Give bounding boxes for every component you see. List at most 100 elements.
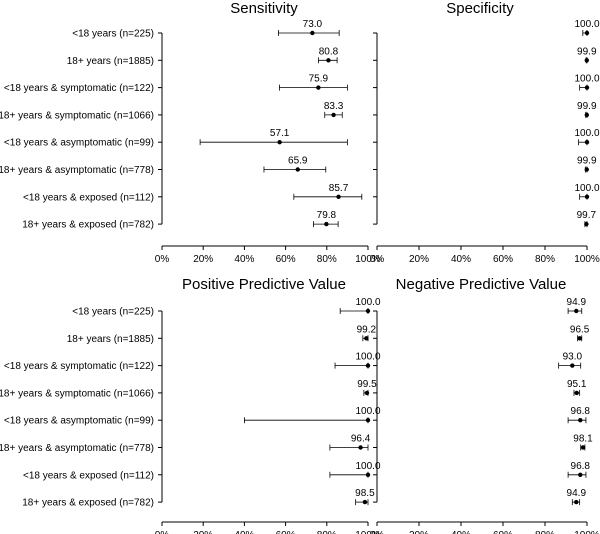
point-estimate bbox=[358, 445, 363, 450]
point-estimate bbox=[324, 221, 329, 227]
point-estimate bbox=[577, 336, 582, 341]
data-label: 80.8 bbox=[319, 46, 339, 57]
data-label: 100.0 bbox=[574, 183, 599, 194]
specificity-panel: Specificity 0% 20% 40% 60% 80% 100% 100.0 99.9 1… bbox=[370, 0, 600, 265]
data-label: 65.9 bbox=[288, 156, 308, 167]
sensitivity-x-tick-label: 0% bbox=[155, 254, 170, 265]
point-estimate bbox=[584, 30, 590, 36]
data-label: 99.9 bbox=[577, 101, 597, 112]
data-label: 98.5 bbox=[355, 488, 375, 499]
npv-x-tick-label: 20% bbox=[409, 530, 429, 534]
data-label: 100.0 bbox=[355, 297, 380, 308]
row-label: <18 years & symptomatic (n=122) bbox=[4, 83, 154, 94]
data-label: 57.1 bbox=[270, 128, 290, 139]
row-label: <18 years & exposed (n=112) bbox=[23, 192, 154, 203]
row-label: <18 years & asymptomatic (n=99) bbox=[4, 138, 154, 149]
npv-panel: Negative Predictive Value 0% 20% 40% 60% 80%… bbox=[370, 276, 600, 534]
point-estimate bbox=[584, 140, 590, 145]
point-estimate bbox=[584, 194, 590, 199]
row-label: <18 years & symptomatic (n=122) bbox=[4, 361, 154, 372]
npv-x-tick-label: 100% bbox=[574, 530, 600, 534]
specificity-x-tick-label: 40% bbox=[451, 254, 471, 265]
data-label: 95.1 bbox=[567, 379, 587, 390]
point-estimate bbox=[364, 390, 370, 396]
data-label: 100.0 bbox=[355, 352, 380, 363]
data-label: 99.7 bbox=[577, 210, 597, 221]
data-label: 96.4 bbox=[351, 434, 371, 445]
specificity-x-tick-label: 20% bbox=[409, 254, 429, 265]
data-label: 73.0 bbox=[303, 19, 323, 30]
data-label: 94.9 bbox=[567, 488, 587, 499]
point-estimate bbox=[584, 85, 590, 90]
specificity-title: Specificity bbox=[446, 0, 514, 17]
ppv-x-tick-label: 20% bbox=[193, 530, 213, 534]
point-estimate bbox=[326, 58, 331, 63]
data-label: 100.0 bbox=[574, 74, 599, 85]
point-estimate bbox=[580, 445, 586, 450]
point-estimate bbox=[310, 30, 315, 36]
data-label: 75.9 bbox=[309, 74, 329, 85]
point-estimate bbox=[365, 418, 371, 423]
specificity-x-tick-label: 100% bbox=[574, 254, 600, 265]
ppv-x-tick-label: 100% bbox=[355, 530, 381, 534]
specificity-x-tick-label: 60% bbox=[493, 254, 513, 265]
point-estimate bbox=[277, 140, 282, 145]
row-label: 18+ years (n=1885) bbox=[67, 56, 154, 67]
ppv-x-tick-label: 80% bbox=[317, 530, 337, 534]
sensitivity-x-tick-label: 40% bbox=[234, 254, 254, 265]
npv-title: Negative Predictive Value bbox=[396, 276, 567, 293]
data-label: 96.8 bbox=[571, 406, 591, 417]
ppv-x-tick-label: 40% bbox=[234, 530, 254, 534]
row-label: <18 years (n=225) bbox=[72, 29, 154, 40]
ppv-title: Positive Predictive Value bbox=[182, 276, 346, 293]
point-estimate bbox=[365, 472, 371, 477]
npv-x-tick-label: 40% bbox=[451, 530, 471, 534]
sensitivity-x-tick-label: 100% bbox=[355, 254, 381, 265]
point-estimate bbox=[331, 112, 336, 118]
row-label: <18 years (n=225) bbox=[72, 307, 154, 318]
row-label: <18 years & asymptomatic (n=99) bbox=[4, 416, 154, 427]
row-label: 18+ years & exposed (n=782) bbox=[22, 220, 154, 231]
data-label: 96.5 bbox=[570, 324, 590, 335]
data-label: 93.0 bbox=[563, 352, 583, 363]
specificity-x-tick-label: 80% bbox=[535, 254, 555, 265]
point-estimate bbox=[578, 472, 583, 477]
point-estimate bbox=[362, 499, 368, 505]
sensitivity-x-tick-label: 80% bbox=[317, 254, 337, 265]
data-label: 94.9 bbox=[567, 297, 587, 308]
sensitivity-x-tick-label: 20% bbox=[193, 254, 213, 265]
point-estimate bbox=[336, 194, 341, 199]
point-estimate bbox=[584, 221, 589, 227]
point-estimate bbox=[574, 499, 579, 505]
sensitivity-x-tick-label: 60% bbox=[276, 254, 296, 265]
sensitivity-title: Sensitivity bbox=[230, 0, 298, 17]
specificity-x-tick-label: 0% bbox=[370, 254, 385, 265]
data-label: 98.1 bbox=[573, 434, 593, 445]
npv-x-tick-label: 0% bbox=[370, 530, 385, 534]
data-label: 100.0 bbox=[574, 19, 599, 30]
point-estimate bbox=[365, 308, 371, 314]
row-label: 18+ years & asymptomatic (n=778) bbox=[0, 165, 154, 176]
row-label: 18+ years & symptomatic (n=1066) bbox=[0, 388, 154, 399]
row-label: <18 years & exposed (n=112) bbox=[23, 470, 154, 481]
data-label: 79.8 bbox=[317, 210, 337, 221]
data-label: 100.0 bbox=[574, 128, 599, 139]
point-estimate bbox=[295, 167, 300, 172]
data-label: 100.0 bbox=[355, 461, 380, 472]
point-estimate bbox=[584, 58, 589, 63]
data-label: 99.9 bbox=[577, 46, 597, 57]
data-label: 99.9 bbox=[577, 156, 597, 167]
row-label: 18+ years (n=1885) bbox=[67, 334, 154, 345]
point-estimate bbox=[365, 363, 371, 368]
data-label: 99.2 bbox=[357, 324, 377, 335]
point-estimate bbox=[570, 363, 575, 368]
row-label: 18+ years & exposed (n=782) bbox=[22, 498, 154, 509]
ppv-x-tick-label: 60% bbox=[276, 530, 296, 534]
data-label: 85.7 bbox=[329, 183, 349, 194]
row-label: 18+ years & symptomatic (n=1066) bbox=[0, 110, 154, 121]
point-estimate bbox=[364, 336, 369, 341]
point-estimate bbox=[584, 112, 589, 118]
npv-x-tick-label: 80% bbox=[535, 530, 555, 534]
data-label: 96.8 bbox=[571, 461, 591, 472]
